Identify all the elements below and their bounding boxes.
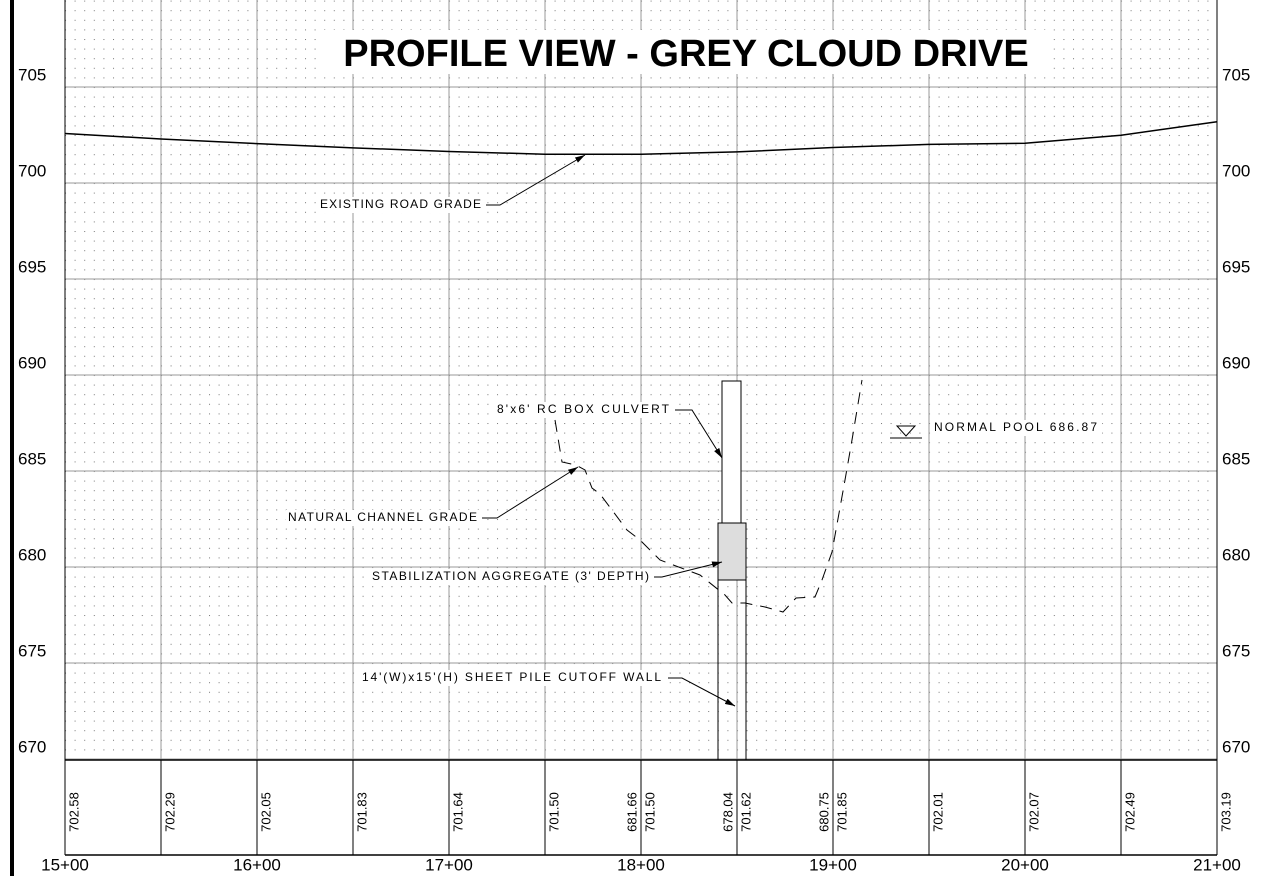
- elevation-label: 675: [1222, 641, 1250, 660]
- leader: [654, 561, 723, 578]
- box-culvert: [721, 380, 742, 524]
- grade-value: 701.50: [642, 792, 657, 832]
- grade-value: 701.83: [354, 792, 369, 832]
- grade-value: 702.58: [66, 792, 81, 832]
- station-label: 19+00: [809, 855, 857, 874]
- ann-bg: [932, 420, 1102, 436]
- annotation: STABILIZATION AGGREGATE (3' DEPTH): [372, 569, 650, 583]
- elevation-label: 670: [1222, 737, 1250, 756]
- ann-bg: [360, 670, 666, 686]
- elevation-label: 705: [1222, 65, 1250, 84]
- grade-value: 702.29: [162, 792, 177, 832]
- elevation-label: 670: [18, 737, 46, 756]
- elevation-label: 680: [1222, 545, 1250, 564]
- annotation: 8'x6' RC BOX CULVERT: [497, 402, 670, 416]
- elevation-label: 700: [18, 161, 46, 180]
- leader: [486, 154, 586, 206]
- elevation-label: 695: [1222, 257, 1250, 276]
- annotation: EXISTING ROAD GRADE: [320, 197, 482, 211]
- leader: [482, 466, 579, 519]
- grade-value: 702.05: [258, 792, 273, 832]
- ann-bg: [495, 402, 673, 418]
- elevation-label: 695: [18, 257, 46, 276]
- station-label: 15+00: [41, 855, 89, 874]
- annotation: 14'(W)x15'(H) SHEET PILE CUTOFF WALL: [362, 670, 662, 684]
- elevation-label: 690: [18, 353, 46, 372]
- grade-value: 702.07: [1026, 792, 1041, 832]
- leader: [675, 409, 723, 459]
- elevation-label: 680: [18, 545, 46, 564]
- water-symbol: [895, 425, 917, 437]
- grade-value: 701.62: [738, 792, 753, 832]
- annotation: NATURAL CHANNEL GRADE: [288, 510, 478, 524]
- elevation-label: 685: [1222, 449, 1250, 468]
- title: PROFILE VIEW - GREY CLOUD DRIVE: [343, 33, 1028, 75]
- leader: [668, 677, 736, 707]
- grade-value: 701.85: [834, 792, 849, 832]
- elevation-label: 685: [18, 449, 46, 468]
- station-label: 21+00: [1193, 855, 1241, 874]
- elevation-label: 690: [1222, 353, 1250, 372]
- grade-value: 702.01: [930, 792, 945, 832]
- natural-channel: [554, 379, 863, 613]
- grade-value: 703.19: [1218, 792, 1233, 832]
- grade-value: 702.49: [1122, 792, 1137, 832]
- channel-value: 678.04: [720, 792, 735, 832]
- ann-bg: [318, 197, 486, 213]
- grade-value: 701.64: [450, 792, 465, 832]
- elevation-label: 675: [18, 641, 46, 660]
- station-label: 16+00: [233, 855, 281, 874]
- annotation: NORMAL POOL 686.87: [934, 420, 1098, 434]
- existing-road-grade: [64, 121, 1218, 155]
- channel-value: 680.75: [816, 792, 831, 832]
- ann-bg: [286, 510, 481, 526]
- title-bg: [320, 30, 1048, 74]
- ann-bg: [370, 569, 654, 585]
- station-label: 17+00: [425, 855, 473, 874]
- left-border: [10, 0, 14, 876]
- channel-value: 681.66: [624, 792, 639, 832]
- grade-value: 701.50: [546, 792, 561, 832]
- station-label: 20+00: [1001, 855, 1049, 874]
- station-label: 18+00: [617, 855, 665, 874]
- elevation-label: 705: [18, 65, 46, 84]
- elevation-label: 700: [1222, 161, 1250, 180]
- aggregate: [717, 522, 747, 581]
